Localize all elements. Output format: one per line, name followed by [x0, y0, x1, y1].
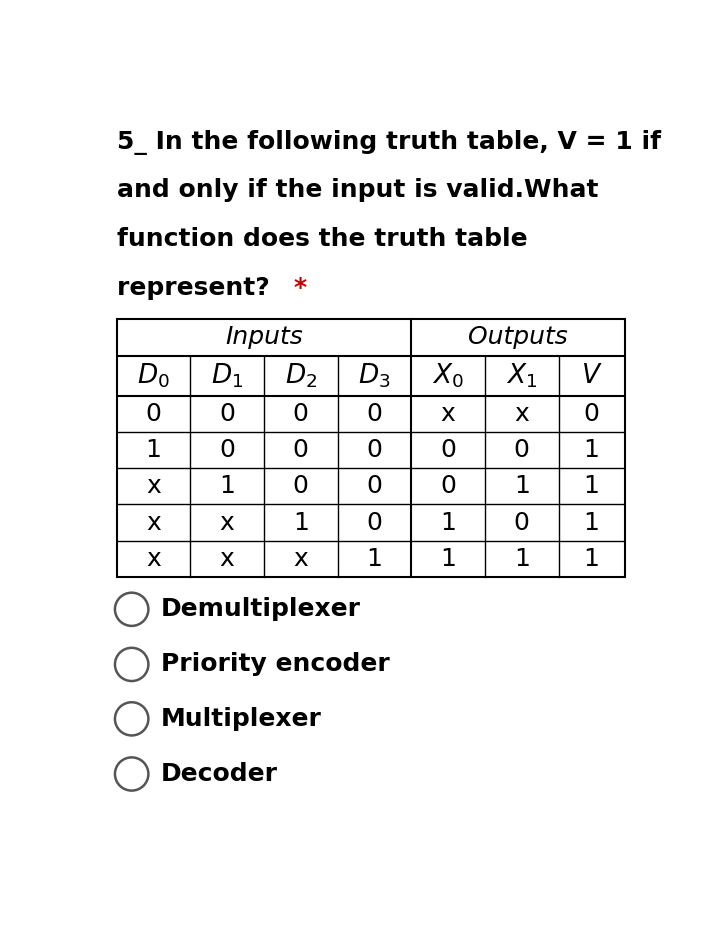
Text: 1: 1: [440, 511, 456, 535]
Text: x: x: [293, 547, 308, 571]
Text: 1: 1: [584, 474, 600, 498]
Text: Priority encoder: Priority encoder: [160, 653, 390, 676]
Text: Demultiplexer: Demultiplexer: [160, 597, 361, 621]
Text: x: x: [146, 474, 161, 498]
Text: function does the truth table: function does the truth table: [116, 227, 527, 251]
Text: 0: 0: [584, 402, 600, 426]
Text: 1: 1: [514, 547, 530, 571]
Text: 0: 0: [219, 402, 235, 426]
Text: 0: 0: [293, 402, 308, 426]
Text: x: x: [220, 511, 234, 535]
Text: 5_ In the following truth table, V = 1 if: 5_ In the following truth table, V = 1 i…: [116, 129, 661, 154]
Text: Outputs: Outputs: [468, 326, 568, 350]
Text: *: *: [294, 275, 307, 299]
Text: 0: 0: [367, 438, 383, 462]
Text: 1: 1: [584, 547, 600, 571]
Text: 0: 0: [440, 438, 456, 462]
Text: x: x: [220, 547, 234, 571]
Text: 1: 1: [145, 438, 161, 462]
Text: x: x: [146, 511, 161, 535]
Text: 1: 1: [293, 511, 308, 535]
Text: 0: 0: [514, 438, 530, 462]
Text: Inputs: Inputs: [225, 326, 303, 350]
Text: 1: 1: [514, 474, 530, 498]
Text: x: x: [514, 402, 529, 426]
Text: 1: 1: [219, 474, 235, 498]
Text: 1: 1: [440, 547, 456, 571]
Text: and only if the input is valid.What: and only if the input is valid.What: [116, 179, 598, 202]
Text: 1: 1: [367, 547, 383, 571]
Text: $D_1$: $D_1$: [211, 361, 243, 390]
Text: 0: 0: [514, 511, 530, 535]
Text: x: x: [146, 547, 161, 571]
Text: 0: 0: [293, 474, 308, 498]
Text: $D_2$: $D_2$: [285, 361, 317, 390]
Text: 1: 1: [584, 511, 600, 535]
Text: $V$: $V$: [581, 363, 603, 389]
Text: represent?: represent?: [116, 275, 278, 299]
Text: 0: 0: [219, 438, 235, 462]
Text: 0: 0: [367, 474, 383, 498]
Text: 0: 0: [145, 402, 161, 426]
Text: 0: 0: [440, 474, 456, 498]
Text: Decoder: Decoder: [160, 762, 278, 786]
Text: 1: 1: [584, 438, 600, 462]
Text: $X_0$: $X_0$: [432, 361, 464, 390]
Text: Multiplexer: Multiplexer: [160, 707, 321, 731]
Text: $D_0$: $D_0$: [137, 361, 170, 390]
FancyBboxPatch shape: [116, 319, 625, 577]
Text: 0: 0: [367, 402, 383, 426]
Text: 0: 0: [293, 438, 308, 462]
Text: 0: 0: [367, 511, 383, 535]
Text: $D_3$: $D_3$: [358, 361, 390, 390]
Text: x: x: [441, 402, 455, 426]
Text: $X_1$: $X_1$: [506, 361, 537, 390]
